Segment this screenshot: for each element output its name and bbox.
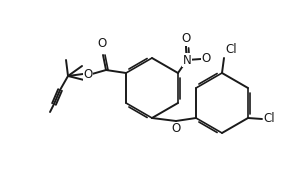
Text: O: O xyxy=(201,52,211,66)
Text: Cl: Cl xyxy=(263,112,275,125)
Text: N: N xyxy=(183,53,191,66)
Text: O: O xyxy=(181,32,191,45)
Text: Cl: Cl xyxy=(225,43,237,56)
Text: O: O xyxy=(97,37,107,50)
Text: O: O xyxy=(171,122,181,135)
Text: O: O xyxy=(84,69,93,81)
